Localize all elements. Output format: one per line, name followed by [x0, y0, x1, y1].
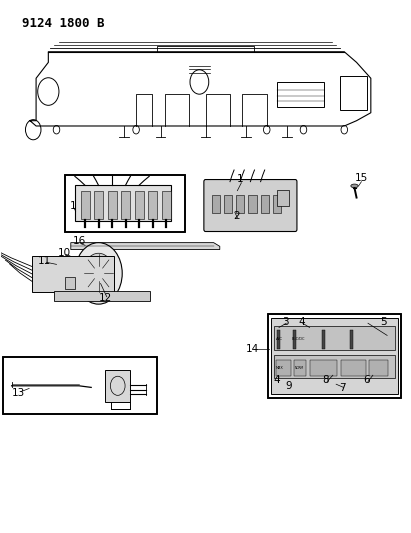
Text: 15: 15 [355, 173, 368, 183]
Bar [322, 330, 325, 349]
Bar [121, 191, 130, 219]
Text: 9124 1800 B: 9124 1800 B [22, 17, 104, 30]
Circle shape [75, 243, 122, 304]
Polygon shape [71, 243, 220, 249]
Bar [148, 191, 157, 219]
Bar [3, 357, 157, 414]
Bar [236, 195, 244, 214]
Bar [268, 314, 402, 398]
Bar [95, 191, 104, 219]
Bar [277, 82, 324, 108]
Bar [162, 191, 171, 219]
Text: 16: 16 [73, 236, 86, 246]
Bar [106, 370, 130, 402]
Bar [65, 175, 185, 232]
Bar [295, 360, 306, 376]
Bar [276, 360, 291, 376]
Text: A/C: A/C [276, 337, 283, 341]
Text: 2: 2 [233, 211, 240, 221]
Bar [271, 318, 398, 394]
Text: 4: 4 [274, 375, 280, 385]
Text: 1: 1 [237, 174, 243, 184]
Bar [268, 314, 402, 398]
Bar [3, 357, 157, 414]
Bar [55, 292, 150, 301]
Bar [273, 195, 281, 214]
Text: 11: 11 [38, 256, 51, 266]
Bar [351, 330, 353, 349]
Text: BI-C/DC: BI-C/DC [291, 337, 305, 341]
Ellipse shape [351, 184, 358, 188]
Text: 8: 8 [323, 375, 329, 385]
Text: 9: 9 [286, 381, 293, 391]
Circle shape [83, 253, 114, 294]
Text: 4: 4 [298, 317, 305, 327]
Bar [274, 355, 395, 378]
Bar [81, 191, 90, 219]
Bar [341, 360, 365, 376]
Text: 3: 3 [282, 317, 289, 327]
Bar [277, 190, 289, 206]
Text: 10: 10 [58, 248, 71, 259]
Text: 12: 12 [99, 293, 112, 303]
Text: 6: 6 [363, 375, 370, 385]
Bar [274, 326, 395, 350]
Text: 7: 7 [339, 383, 346, 393]
Bar [135, 191, 144, 219]
Circle shape [93, 266, 104, 281]
Bar [65, 175, 185, 232]
Text: 1: 1 [69, 200, 76, 211]
Bar [224, 195, 232, 214]
Bar [32, 256, 114, 292]
Bar [261, 195, 269, 214]
Bar [248, 195, 256, 214]
Bar [65, 277, 75, 289]
Bar [108, 191, 117, 219]
Bar [369, 360, 388, 376]
Text: MAX: MAX [276, 366, 284, 370]
Bar [75, 185, 171, 221]
Text: 5: 5 [380, 317, 386, 327]
Text: NORM: NORM [295, 366, 303, 370]
FancyBboxPatch shape [204, 180, 297, 231]
Bar [309, 360, 337, 376]
Bar [277, 330, 280, 349]
Text: 13: 13 [12, 387, 25, 398]
Bar [340, 76, 367, 110]
Bar [293, 330, 296, 349]
Bar [212, 195, 220, 214]
Text: 14: 14 [246, 344, 259, 354]
